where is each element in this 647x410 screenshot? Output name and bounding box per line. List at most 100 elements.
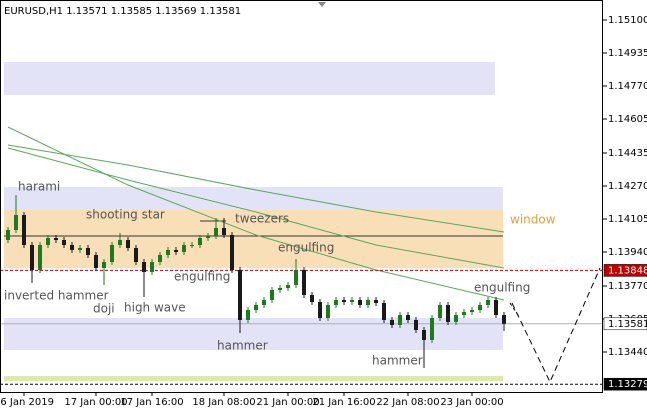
y-tick-label: 1.13770 [608, 281, 647, 292]
price-label-box [603, 377, 647, 391]
candle-body [358, 300, 362, 305]
annotation: window [510, 213, 556, 227]
candle-body [46, 238, 50, 245]
candle-body [302, 270, 306, 295]
x-tick-label: 17 Jan 16:00 [120, 397, 183, 408]
candle-body [350, 300, 354, 302]
candle-body [406, 315, 410, 320]
annotation: shooting star [86, 208, 165, 222]
candle-body [422, 330, 426, 340]
candle-body [38, 245, 42, 270]
candle-body [382, 303, 386, 320]
moving-average [7, 144, 505, 233]
candle-body [230, 235, 234, 270]
annotation: engulfing [278, 241, 334, 255]
price-label-box [603, 317, 647, 331]
candle-body [54, 238, 58, 240]
price-label: 1.13848 [608, 265, 647, 276]
annotation: engulfing [474, 281, 530, 295]
annotation: hammer [217, 339, 268, 353]
lines [0, 126, 603, 385]
annotation: hammer [372, 354, 423, 368]
candle-body [214, 228, 218, 236]
projection [511, 267, 601, 384]
candle-body [126, 240, 130, 248]
candle-body [478, 305, 482, 310]
price-label: 1.13581 [608, 319, 647, 330]
candle-body [206, 236, 210, 238]
x-tick-label: 16 Jan 2019 [0, 397, 54, 408]
candle-body [366, 300, 370, 305]
candle-body [454, 315, 458, 322]
candle-body [278, 288, 282, 290]
candle-body [430, 318, 434, 340]
y-tick-label: 1.14935 [608, 48, 647, 59]
candle-body [494, 300, 498, 315]
annotation: tweezers [235, 212, 289, 226]
candle-body [262, 300, 266, 305]
candle-body [158, 255, 162, 262]
zone [4, 376, 503, 381]
candle-body [254, 305, 258, 310]
candle-body [462, 312, 466, 315]
candle-body [150, 262, 154, 272]
x-tick-label: 18 Jan 08:00 [192, 397, 255, 408]
y-tick-label: 1.14105 [608, 214, 647, 225]
price-label: 1.13279 [608, 379, 647, 390]
x-tick-label: 21 Jan 00:00 [256, 397, 319, 408]
candle-body [166, 250, 170, 255]
annotation: engulfing [174, 270, 230, 284]
y-tick-label: 1.14770 [608, 81, 647, 92]
candle-body [238, 270, 242, 320]
candle-body [174, 250, 178, 252]
candle-body [22, 215, 26, 245]
x-tick-label: 23 Jan 00:00 [440, 397, 503, 408]
shift-marker [318, 2, 326, 7]
y-tick-label: 1.14270 [608, 181, 647, 192]
candle-body [502, 315, 506, 324]
candle-body [94, 255, 98, 268]
annotation: high wave [124, 301, 186, 315]
candle-body [286, 285, 290, 288]
candle-body [78, 248, 82, 250]
candle-body [198, 238, 202, 245]
candle-body [438, 305, 442, 318]
annotation: doji [93, 302, 115, 316]
candle-body [30, 245, 34, 270]
price-label-box [603, 264, 647, 277]
candle-body [318, 302, 322, 318]
y-tick-label: 1.14435 [608, 148, 647, 159]
chart-title: EURUSD,H1 1.13571 1.13585 1.13569 1.1358… [4, 6, 241, 17]
candle-body [270, 290, 274, 300]
candle-body [86, 248, 90, 255]
candle-body [390, 320, 394, 325]
x-tick-label: 22 Jan 08:00 [376, 397, 439, 408]
x-tick-label: 21 Jan 16:00 [312, 397, 375, 408]
candle-body [294, 270, 298, 285]
zone [4, 187, 503, 210]
candle-body [374, 300, 378, 303]
candle-body [14, 215, 18, 230]
moving-average [7, 126, 505, 301]
candles [6, 195, 506, 368]
candle-body [142, 262, 146, 272]
y-tick-label: 1.13940 [608, 247, 647, 258]
candle-body [446, 305, 450, 322]
candle-body [6, 230, 10, 240]
candle-body [310, 295, 314, 302]
candle-body [222, 228, 226, 235]
candle-body [334, 300, 338, 305]
candle-body [414, 320, 418, 330]
candle-body [118, 240, 122, 245]
candle-body [246, 310, 250, 320]
candle-body [110, 245, 114, 262]
candle-body [190, 245, 194, 246]
plot-border [0, 0, 603, 393]
candle-body [70, 245, 74, 250]
candle-body [398, 315, 402, 325]
x-tick-label: 17 Jan 00:00 [64, 397, 127, 408]
y-tick-label: 1.14605 [608, 114, 647, 125]
annotation: inverted hammer [4, 289, 109, 303]
